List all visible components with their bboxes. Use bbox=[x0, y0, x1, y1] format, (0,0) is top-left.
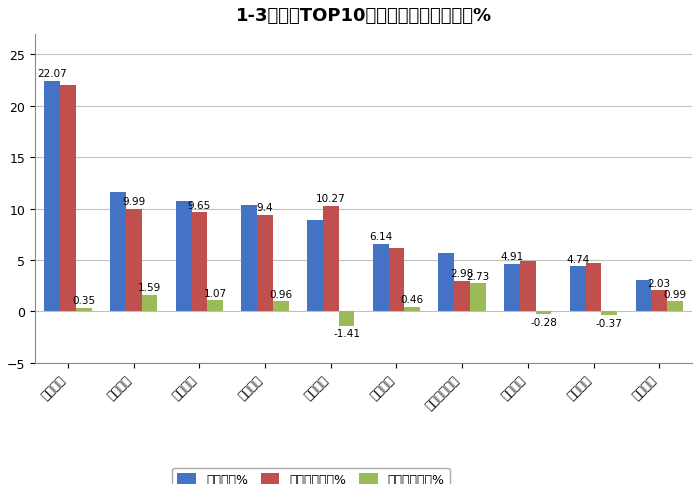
Text: 9.99: 9.99 bbox=[122, 197, 145, 207]
Bar bbox=[208, 301, 223, 312]
Bar bbox=[535, 312, 552, 315]
Bar bbox=[110, 193, 126, 312]
Bar bbox=[520, 261, 535, 312]
Bar bbox=[142, 295, 157, 312]
Text: 1.59: 1.59 bbox=[138, 283, 161, 293]
Text: 4.91: 4.91 bbox=[500, 252, 524, 262]
Bar bbox=[570, 267, 586, 312]
Bar bbox=[504, 264, 520, 312]
Bar bbox=[307, 221, 323, 312]
Bar bbox=[651, 291, 667, 312]
Bar bbox=[60, 85, 76, 312]
Text: 2.03: 2.03 bbox=[648, 278, 671, 288]
Text: 22.07: 22.07 bbox=[37, 69, 67, 79]
Bar bbox=[76, 308, 92, 312]
Bar bbox=[44, 82, 60, 312]
Bar bbox=[586, 263, 601, 312]
Bar bbox=[454, 281, 470, 312]
Text: 9.4: 9.4 bbox=[257, 203, 273, 213]
Bar bbox=[438, 253, 454, 312]
Text: 0.96: 0.96 bbox=[269, 289, 292, 299]
Bar bbox=[338, 312, 354, 326]
Legend: 市场份额%, 去年同期份额%, 份额同比增减%: 市场份额%, 去年同期份额%, 份额同比增减% bbox=[173, 468, 449, 484]
Bar bbox=[241, 205, 257, 312]
Bar bbox=[126, 209, 142, 312]
Bar bbox=[257, 215, 273, 312]
Text: 4.74: 4.74 bbox=[566, 255, 589, 264]
Text: 9.65: 9.65 bbox=[188, 200, 211, 210]
Bar bbox=[635, 281, 651, 312]
Bar bbox=[601, 312, 617, 316]
Bar bbox=[389, 249, 404, 312]
Text: 0.46: 0.46 bbox=[401, 294, 424, 304]
Bar bbox=[323, 206, 338, 312]
Bar bbox=[192, 213, 208, 312]
Text: -0.28: -0.28 bbox=[530, 317, 557, 327]
Bar bbox=[273, 302, 289, 312]
Bar bbox=[470, 284, 486, 312]
Title: 1-3月轻卡TOP10市场占比及其同比增减%: 1-3月轻卡TOP10市场占比及其同比增减% bbox=[236, 7, 491, 25]
Bar bbox=[667, 302, 683, 312]
Text: 0.99: 0.99 bbox=[663, 289, 686, 299]
Text: 6.14: 6.14 bbox=[369, 231, 392, 242]
Text: -0.37: -0.37 bbox=[596, 318, 623, 328]
Bar bbox=[404, 307, 420, 312]
Text: 10.27: 10.27 bbox=[316, 194, 345, 204]
Text: 2.73: 2.73 bbox=[466, 271, 489, 281]
Text: -1.41: -1.41 bbox=[333, 329, 360, 339]
Text: 1.07: 1.07 bbox=[203, 288, 226, 298]
Text: 0.35: 0.35 bbox=[72, 296, 95, 305]
Bar bbox=[175, 202, 192, 312]
Bar bbox=[373, 244, 389, 312]
Text: 2.98: 2.98 bbox=[451, 269, 474, 279]
